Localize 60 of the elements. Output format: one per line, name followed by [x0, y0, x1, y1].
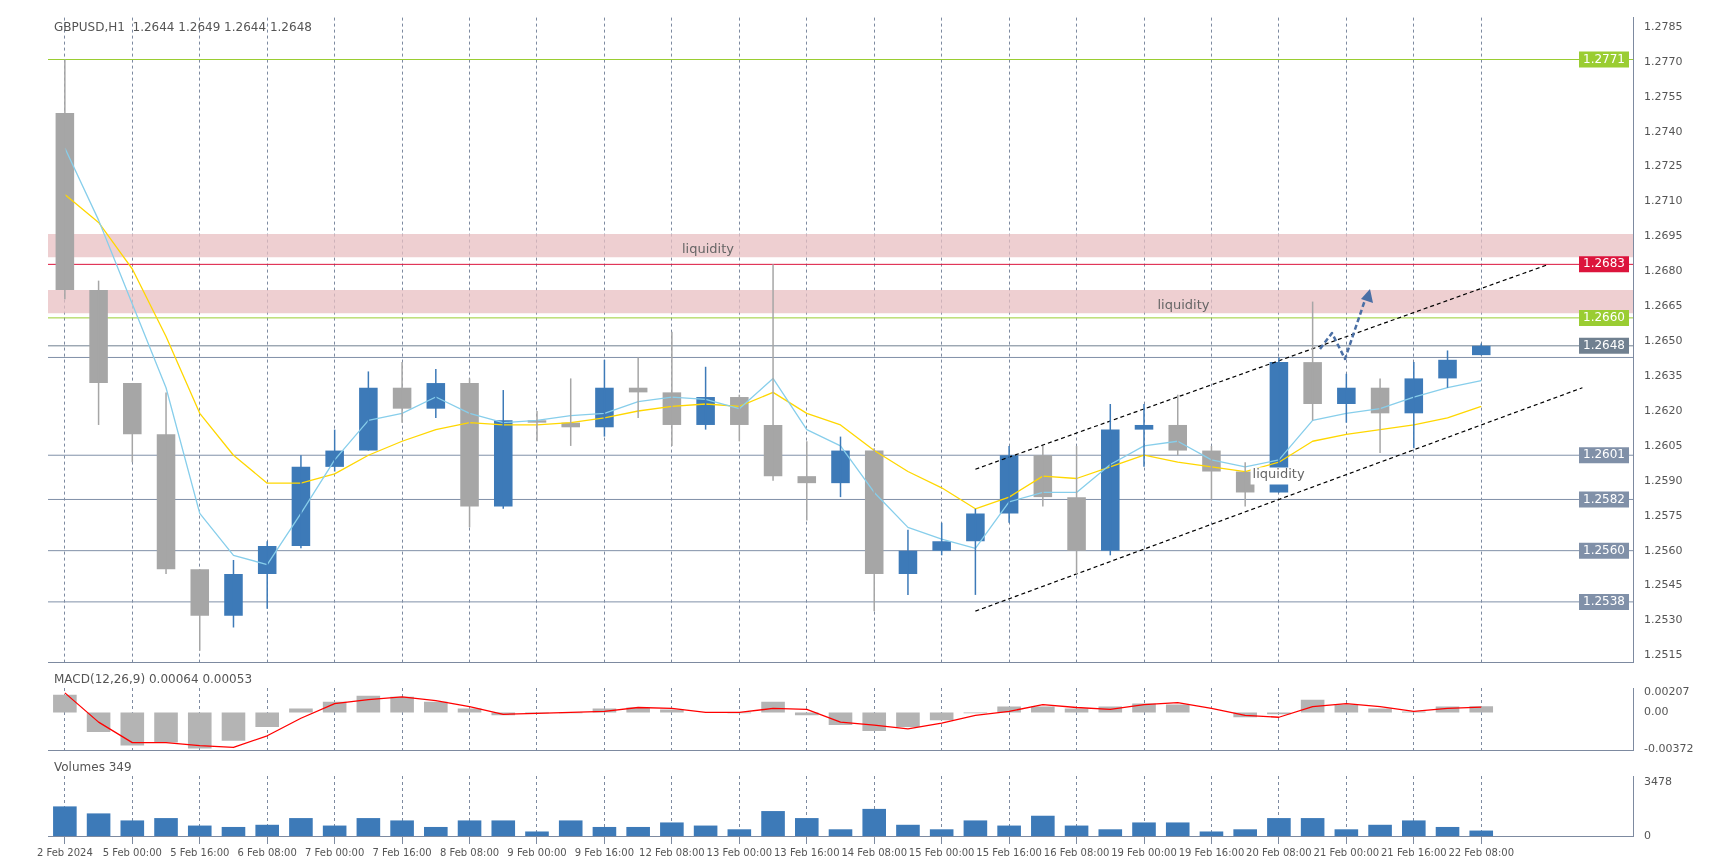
ref-line-label: 1.2771 [1583, 51, 1626, 66]
x-tick-label: 15 Feb 16:00 [976, 846, 1042, 858]
y-tick-label: 1.2755 [1644, 89, 1683, 103]
x-tick-label: 6 Feb 08:00 [237, 846, 297, 858]
y-tick-label: 1.2650 [1644, 334, 1683, 348]
ref-line-label: 1.2560 [1583, 542, 1626, 557]
x-tick-label: 9 Feb 16:00 [574, 846, 635, 858]
y-tick-label: 1.2680 [1644, 264, 1683, 278]
y-tick-label: 1.2545 [1644, 578, 1683, 592]
y-tick-label: 1.2620 [1644, 403, 1683, 417]
x-tick-label: 9 Feb 00:00 [507, 846, 567, 858]
chart-title: MACD(12,26,9) 0.00064 0.00053 [54, 672, 253, 687]
ref-line-label: 1.2660 [1583, 310, 1626, 325]
x-tick-label: 16 Feb 08:00 [1043, 846, 1110, 858]
x-tick-label: 5 Feb 16:00 [170, 846, 230, 858]
x-tick-label: 21 Feb 16:00 [1380, 846, 1447, 858]
x-tick-label: 7 Feb 16:00 [372, 846, 432, 858]
y-tick-label: 1.2560 [1644, 543, 1683, 557]
y-tick-label: 1.2575 [1644, 508, 1683, 522]
ref-line-label: 1.2582 [1583, 491, 1626, 506]
x-tick-label: 7 Feb 00:00 [305, 846, 365, 858]
chart-title: GBPUSD,H1 1.2644 1.2649 1.2644 1.2648 [54, 19, 312, 34]
y-tick-label: 0 [1644, 828, 1651, 842]
y-tick-label: 1.2740 [1644, 124, 1683, 138]
x-tick-label: 20 Feb 08:00 [1246, 846, 1312, 858]
y-tick-label: 1.2530 [1644, 613, 1683, 627]
annotation: liquidity [1252, 466, 1305, 482]
x-tick-label: 2 Feb 2024 [36, 846, 93, 858]
x-tick-label: 8 Feb 08:00 [439, 846, 500, 858]
y-tick-label: 0.00 [1644, 705, 1669, 719]
y-tick-label: 1.2605 [1644, 438, 1683, 452]
y-tick-label: 1.2590 [1644, 473, 1683, 487]
band-label: liquidity [682, 241, 735, 257]
y-tick-label: 1.2710 [1644, 194, 1683, 208]
x-tick-label: 13 Feb 16:00 [773, 846, 840, 858]
x-tick-label: 19 Feb 00:00 [1111, 846, 1177, 858]
ref-line-label: 1.2538 [1583, 594, 1626, 608]
x-tick-label: 15 Feb 00:00 [908, 846, 975, 858]
y-tick-label: -0.00372 [1644, 741, 1694, 755]
x-tick-label: 22 Feb 08:00 [1448, 846, 1515, 858]
y-tick-label: 1.2515 [1644, 648, 1683, 662]
y-tick-label: 3478 [1644, 774, 1672, 788]
chart-title: Volumes 349 [54, 760, 132, 775]
y-tick-label: 1.2665 [1644, 299, 1683, 313]
x-tick-label: 14 Feb 08:00 [841, 846, 908, 858]
x-tick-label: 12 Feb 08:00 [639, 846, 705, 858]
x-tick-label: 19 Feb 16:00 [1178, 846, 1245, 858]
y-tick-label: 1.2725 [1644, 159, 1683, 173]
y-tick-label: 1.2635 [1644, 368, 1683, 382]
x-tick-label: 5 Feb 00:00 [102, 846, 162, 858]
ref-line-label: 1.2648 [1583, 337, 1626, 352]
x-tick-label: 13 Feb 00:00 [706, 846, 773, 858]
band-label: liquidity [1157, 297, 1210, 313]
ref-line-label: 1.2683 [1583, 256, 1626, 271]
y-tick-label: 1.2785 [1644, 19, 1683, 33]
ref-line-label: 1.2601 [1583, 447, 1626, 462]
y-tick-label: 1.2770 [1644, 54, 1683, 68]
y-tick-label: 0.00207 [1644, 685, 1690, 699]
x-tick-label: 21 Feb 00:00 [1313, 846, 1380, 858]
y-tick-label: 1.2695 [1644, 229, 1683, 243]
